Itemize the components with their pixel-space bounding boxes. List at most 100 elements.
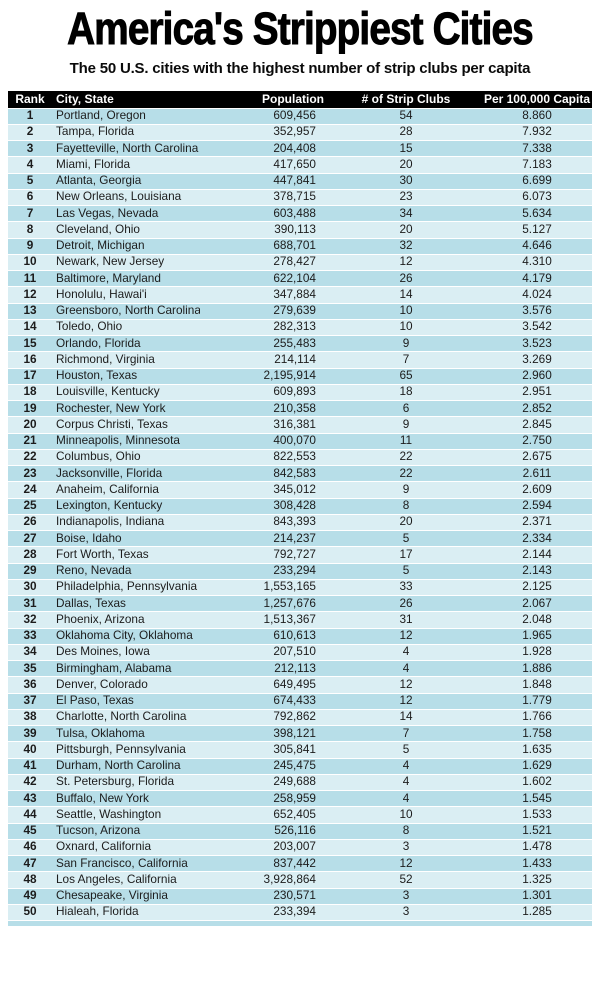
strip-clubs-cell: 20	[330, 156, 482, 174]
table-row: 14 Toledo, Ohio 282,313 10 3.542	[8, 319, 592, 337]
rank-cell: 50	[8, 904, 52, 922]
city-state-cell: Greensboro, North Carolina	[52, 303, 200, 320]
table-body: 1 Portland, Oregon 609,456 54 8.860 2 Tampa, F…	[8, 108, 592, 922]
city-state-cell: Indianapolis, Indiana	[52, 514, 200, 532]
population-cell: 279,639	[200, 303, 330, 320]
city-state-cell: Chesapeake, Virginia	[52, 888, 200, 905]
per-capita-cell: 1.521	[482, 823, 592, 840]
per-capita-cell: 1.965	[482, 628, 592, 645]
per-capita-cell: 1.629	[482, 758, 592, 775]
strip-clubs-cell: 52	[330, 871, 482, 889]
city-state-cell: Houston, Texas	[52, 368, 200, 385]
city-state-cell: Dallas, Texas	[52, 595, 200, 613]
rank-cell: 16	[8, 351, 52, 369]
city-state-cell: Portland, Oregon	[52, 108, 200, 125]
population-cell: 417,650	[200, 156, 330, 174]
strip-clubs-cell: 54	[330, 108, 482, 125]
rank-cell: 43	[8, 790, 52, 808]
strip-clubs-cell: 31	[330, 611, 482, 629]
table-row: 43 Buffalo, New York 258,959 4 1.545	[8, 790, 592, 808]
per-capita-cell: 2.960	[482, 368, 592, 385]
population-cell: 249,688	[200, 774, 330, 792]
rank-cell: 45	[8, 823, 52, 840]
population-cell: 233,394	[200, 904, 330, 922]
strip-clubs-cell: 34	[330, 205, 482, 223]
strip-clubs-cell: 3	[330, 839, 482, 857]
table-row: 36 Denver, Colorado 649,495 12 1.848	[8, 676, 592, 694]
population-cell: 792,727	[200, 546, 330, 564]
city-state-cell: Denver, Colorado	[52, 676, 200, 694]
city-state-cell: Richmond, Virginia	[52, 351, 200, 369]
rank-cell: 48	[8, 871, 52, 889]
table-row: 10 Newark, New Jersey 278,427 12 4.310	[8, 254, 592, 272]
city-state-cell: Reno, Nevada	[52, 563, 200, 580]
population-cell: 837,442	[200, 855, 330, 873]
per-capita-cell: 3.523	[482, 335, 592, 353]
per-capita-cell: 2.609	[482, 481, 592, 499]
rank-cell: 14	[8, 319, 52, 337]
table-row: 12 Honolulu, Hawai'i 347,884 14 4.024	[8, 286, 592, 304]
city-state-cell: Jacksonville, Florida	[52, 465, 200, 483]
table-row: 6 New Orleans, Louisiana 378,715 23 6.073	[8, 189, 592, 207]
rank-cell: 13	[8, 303, 52, 320]
rank-cell: 3	[8, 140, 52, 158]
strip-clubs-table-container: Rank City, State Population # of Strip C…	[8, 91, 592, 922]
population-cell: 674,433	[200, 693, 330, 710]
population-cell: 842,583	[200, 465, 330, 483]
table-row: 20 Corpus Christi, Texas 316,381 9 2.845	[8, 416, 592, 434]
population-cell: 1,513,367	[200, 611, 330, 629]
population-cell: 843,393	[200, 514, 330, 532]
city-state-cell: Durham, North Carolina	[52, 758, 200, 775]
per-capita-cell: 5.634	[482, 205, 592, 223]
table-row: 47 San Francisco, California 837,442 12 1.43…	[8, 855, 592, 873]
column-header-strip-clubs: # of Strip Clubs	[330, 91, 482, 109]
rank-cell: 49	[8, 888, 52, 905]
rank-cell: 17	[8, 368, 52, 385]
city-state-cell: Pittsburgh, Pennsylvania	[52, 741, 200, 759]
population-cell: 603,488	[200, 205, 330, 223]
strip-clubs-cell: 9	[330, 481, 482, 499]
table-row: 13 Greensboro, North Carolina 279,639 10 3.5…	[8, 303, 592, 320]
per-capita-cell: 4.310	[482, 254, 592, 272]
rank-cell: 30	[8, 579, 52, 597]
city-state-cell: New Orleans, Louisiana	[52, 189, 200, 207]
per-capita-cell: 1.545	[482, 790, 592, 808]
per-capita-cell: 4.024	[482, 286, 592, 304]
per-capita-cell: 3.542	[482, 319, 592, 337]
rank-cell: 8	[8, 221, 52, 239]
population-cell: 207,510	[200, 644, 330, 662]
population-cell: 305,841	[200, 741, 330, 759]
strip-clubs-cell: 5	[330, 530, 482, 548]
city-state-cell: Toledo, Ohio	[52, 319, 200, 337]
strip-clubs-cell: 12	[330, 855, 482, 873]
city-state-cell: Boise, Idaho	[52, 530, 200, 548]
rank-cell: 9	[8, 238, 52, 255]
table-row: 50 Hialeah, Florida 233,394 3 1.285	[8, 904, 592, 922]
rank-cell: 46	[8, 839, 52, 857]
rank-cell: 10	[8, 254, 52, 272]
table-row: 35 Birmingham, Alabama 212,113 4 1.886	[8, 660, 592, 678]
population-cell: 610,613	[200, 628, 330, 645]
strip-clubs-cell: 3	[330, 904, 482, 922]
city-state-cell: Philadelphia, Pennsylvania	[52, 579, 200, 597]
strip-clubs-cell: 22	[330, 449, 482, 467]
population-cell: 233,294	[200, 563, 330, 580]
rank-cell: 27	[8, 530, 52, 548]
table-row: 27 Boise, Idaho 214,237 5 2.334	[8, 530, 592, 548]
column-header-rank: Rank	[8, 91, 52, 109]
rank-cell: 5	[8, 173, 52, 190]
population-cell: 622,104	[200, 270, 330, 288]
rank-cell: 11	[8, 270, 52, 288]
per-capita-cell: 2.675	[482, 449, 592, 467]
population-cell: 378,715	[200, 189, 330, 207]
rank-cell: 31	[8, 595, 52, 613]
population-cell: 308,428	[200, 498, 330, 515]
table-row: 15 Orlando, Florida 255,483 9 3.523	[8, 335, 592, 353]
strip-clubs-cell: 28	[330, 124, 482, 142]
column-header-per-capita: Per 100,000 Capita	[482, 91, 592, 109]
strip-clubs-cell: 23	[330, 189, 482, 207]
population-cell: 210,358	[200, 400, 330, 418]
per-capita-cell: 7.932	[482, 124, 592, 142]
table-row: 30 Philadelphia, Pennsylvania 1,553,165 33 2…	[8, 579, 592, 597]
population-cell: 822,553	[200, 449, 330, 467]
